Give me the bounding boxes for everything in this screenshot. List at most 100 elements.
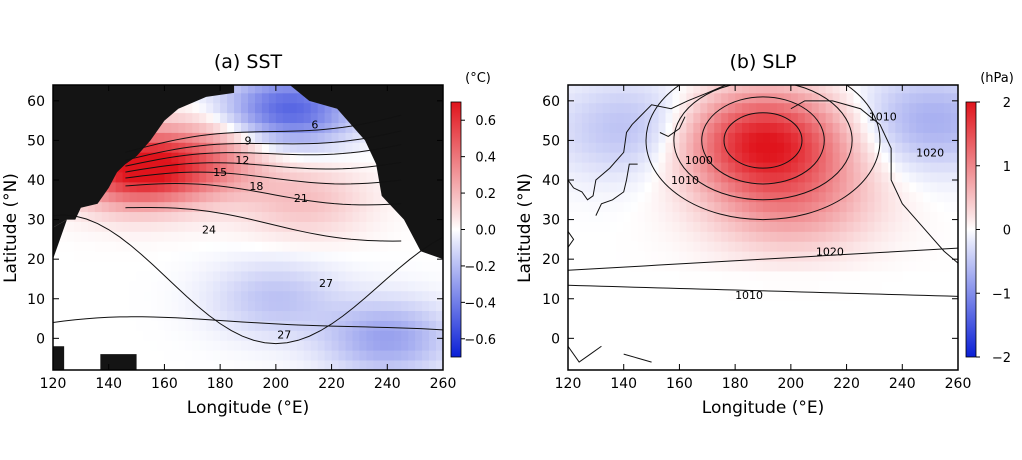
heatmap-cell (199, 300, 207, 312)
heatmap-cell (254, 152, 263, 163)
heatmap-cell (818, 85, 827, 94)
heatmap-cell (373, 231, 381, 242)
heatmap-cell (178, 231, 186, 242)
heatmap-cell (338, 261, 346, 272)
heatmap-cell (804, 261, 813, 272)
heatmap-cell (199, 340, 207, 351)
heatmap-cell (401, 290, 409, 302)
heatmap-cell (790, 330, 799, 341)
heatmap-cell (769, 300, 778, 312)
heatmap-cell (867, 231, 875, 242)
heatmap-cell (923, 152, 931, 163)
heatmap-cell (623, 92, 632, 104)
heatmap-cell (136, 300, 144, 312)
heatmap-cell (136, 261, 144, 272)
heatmap-cell (951, 102, 958, 114)
heatmap-cell (742, 350, 750, 361)
y-tick-label: 10 (542, 292, 560, 308)
heatmap-cell (686, 142, 694, 153)
heatmap-cell (310, 152, 319, 163)
heatmap-cell (289, 172, 298, 183)
heatmap-cell (380, 251, 388, 262)
heatmap-cell (248, 340, 256, 351)
heatmap-cell (129, 162, 137, 173)
heatmap-cell (53, 251, 61, 262)
heatmap-cell (199, 290, 207, 302)
heatmap-cell (345, 211, 353, 222)
heatmap-cell (700, 152, 708, 163)
heatmap-cell (672, 172, 680, 183)
heatmap-cell (122, 191, 131, 203)
heatmap-cell (289, 290, 298, 302)
heatmap-cell (909, 271, 917, 282)
land-indonesia (53, 346, 65, 370)
heatmap-cell (700, 300, 708, 312)
y-tick-label: 60 (542, 94, 560, 110)
heatmap-cell (359, 300, 367, 312)
heatmap-cell (366, 261, 374, 272)
heatmap-cell (797, 201, 806, 213)
heatmap-cell (359, 251, 367, 262)
heatmap-cell (790, 310, 799, 321)
heatmap-cell (756, 211, 764, 222)
heatmap-cell (658, 251, 666, 262)
heatmap-cell (150, 271, 158, 282)
heatmap-cell (860, 112, 868, 124)
heatmap-cell (811, 290, 820, 302)
heatmap-cell (693, 112, 701, 124)
heatmap-cell (136, 280, 144, 292)
heatmap-cell (853, 251, 861, 262)
heatmap-cell (303, 112, 312, 124)
heatmap-cell (136, 152, 144, 163)
heatmap-cell (630, 350, 639, 361)
heatmap-cell (818, 181, 827, 193)
heatmap-cell (115, 211, 124, 222)
heatmap-cell (644, 330, 652, 341)
heatmap-cell (338, 330, 346, 341)
heatmap-cell (261, 201, 270, 213)
heatmap-cell (602, 330, 611, 341)
heatmap-cell (602, 142, 611, 153)
heatmap-cell (769, 181, 778, 193)
heatmap-cell (728, 320, 736, 331)
heatmap-cell (268, 360, 277, 370)
heatmap-cell (818, 330, 827, 341)
heatmap-cell (317, 181, 326, 193)
heatmap-cell (930, 271, 938, 282)
heatmap-cell (783, 251, 792, 262)
heatmap-cell (394, 300, 402, 312)
heatmap-cell (338, 221, 346, 232)
heatmap-cell (623, 310, 632, 321)
heatmap-cell (602, 181, 611, 193)
heatmap-cell (609, 191, 618, 203)
heatmap-cell (665, 162, 673, 173)
heatmap-cell (749, 142, 757, 153)
heatmap-cell (73, 350, 82, 361)
heatmap-cell (143, 261, 151, 272)
heatmap-cell (310, 300, 319, 312)
heatmap-cell (609, 320, 618, 331)
heatmap-cell (387, 211, 395, 222)
heatmap-cell (804, 122, 813, 133)
heatmap-cell (714, 320, 722, 331)
heatmap-cell (832, 280, 841, 292)
heatmap-cell (574, 241, 583, 252)
heatmap-cell (672, 211, 680, 222)
heatmap-cell (665, 122, 673, 133)
heatmap-cell (408, 290, 416, 302)
heatmap-cell (749, 85, 757, 94)
heatmap-cell (115, 340, 124, 351)
heatmap-cell (268, 85, 277, 94)
heatmap-cell (387, 221, 395, 232)
heatmap-cell (568, 211, 576, 222)
heatmap-cell (651, 211, 659, 222)
heatmap-cell (275, 330, 284, 341)
heatmap-cell (345, 350, 353, 361)
heatmap-cell (818, 271, 827, 282)
heatmap-cell (87, 330, 96, 341)
heatmap-cell (707, 92, 715, 104)
heatmap-cell (282, 211, 291, 222)
heatmap-cell (324, 132, 332, 143)
colorbar-b: (hPa) 210−1−2 (965, 71, 1014, 366)
